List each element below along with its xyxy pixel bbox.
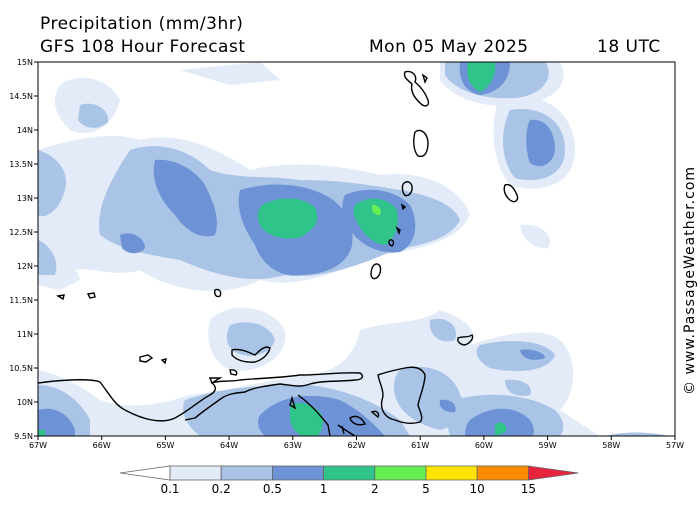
valid-time: 18 UTC: [597, 37, 661, 57]
lon-label: 63W: [284, 441, 302, 450]
lon-label: 65W: [156, 441, 174, 450]
legend-label: 2: [371, 482, 379, 496]
lon-label: 66W: [93, 441, 111, 450]
lon-label: 57W: [666, 441, 684, 450]
lat-label: 12N: [17, 262, 33, 271]
precip-layer-2: [371, 204, 381, 216]
valid-date: Mon 05 May 2025: [369, 37, 529, 57]
lat-label: 13N: [17, 194, 33, 203]
legend-swatch: [271, 465, 324, 481]
lat-label: 11.5N: [9, 296, 33, 305]
lat-label: 12.5N: [9, 228, 33, 237]
lon-label: 67W: [29, 441, 47, 450]
lon-label: 60W: [475, 441, 493, 450]
lat-label: 15N: [17, 58, 33, 67]
legend-label: 1: [320, 482, 328, 496]
latitude-axis: 15N 14.5N 14N 13.5N 13N 12.5N 12N 11.5N 11N 10.5N…: [9, 58, 38, 441]
credit-text: © www.PassageWeather.com: [682, 166, 698, 395]
legend-label: 0.1: [160, 482, 179, 496]
legend-label: 5: [422, 482, 430, 496]
lon-label: 59W: [539, 441, 557, 450]
lon-label: 61W: [411, 441, 429, 450]
lon-label: 58W: [602, 441, 620, 450]
legend-low-arrow: [119, 465, 171, 481]
legend-high-arrow: [528, 465, 579, 481]
lat-label: 10N: [17, 398, 33, 407]
longitude-axis: 67W 66W 65W 64W 63W 62W 61W 60W 59W 58W 57W: [29, 436, 684, 450]
legend-label: 0.2: [212, 482, 231, 496]
legend-swatch: [476, 465, 529, 481]
precip-field: [38, 62, 675, 436]
precip-legend: 0.1 0.2 0.5 1 2 5 10 15: [119, 465, 579, 496]
lat-label: 14N: [17, 126, 33, 135]
lat-label: 11N: [17, 330, 33, 339]
lat-label: 10.5N: [9, 364, 33, 373]
lon-label: 62W: [347, 441, 365, 450]
legend-label: 15: [521, 482, 536, 496]
legend-swatch: [374, 465, 427, 481]
lat-label: 14.5N: [9, 92, 33, 101]
legend-label: 0.5: [263, 482, 282, 496]
lat-label: 9.5N: [14, 432, 33, 441]
legend-swatch: [425, 465, 478, 481]
credit-watermark: © www.PassageWeather.com: [682, 166, 698, 395]
forecast-label: GFS 108 Hour Forecast: [40, 37, 246, 57]
lat-label: 13.5N: [9, 160, 33, 169]
map-title: Precipitation (mm/3hr): [40, 14, 244, 34]
precip-layer-1: [38, 62, 507, 436]
lon-label: 64W: [220, 441, 238, 450]
legend-label: 10: [470, 482, 485, 496]
legend-swatch: [220, 465, 273, 481]
legend-swatch: [323, 465, 376, 481]
coastlines: [38, 70, 519, 436]
legend-swatch: [169, 465, 222, 481]
